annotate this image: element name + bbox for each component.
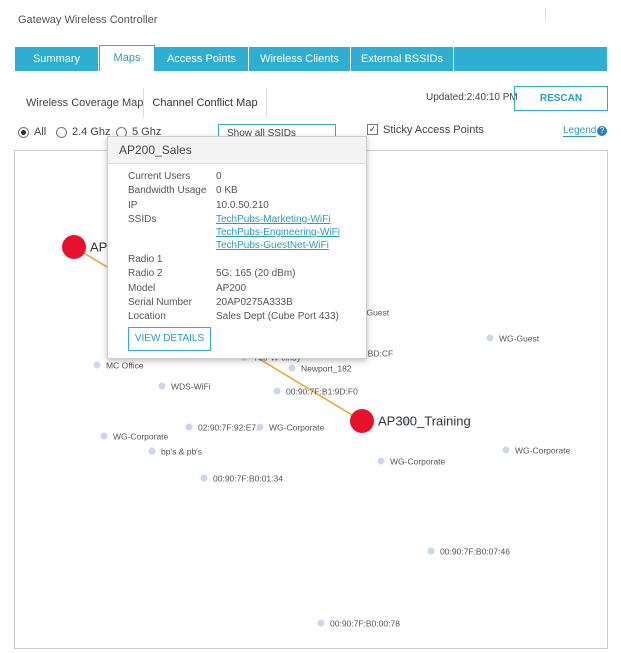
- detail-value: 0 KB: [216, 185, 238, 197]
- subtab-active[interactable]: Channel Conflict Map: [143, 88, 267, 118]
- ssid-link[interactable]: TechPubs-Marketing-WiFi: [216, 213, 331, 225]
- client-label: WG-Corporate: [113, 431, 169, 441]
- client-label: 00:90:7F:B1:9D:F0: [286, 386, 358, 396]
- tab-bar: Summary Maps Access Points Wireless Clie…: [15, 45, 607, 71]
- checkbox-label: Sticky Access Points: [383, 124, 484, 136]
- tab[interactable]: External BSSIDs: [351, 47, 454, 71]
- legend-link[interactable]: Legend: [563, 125, 597, 137]
- client-label: WG-Corporate: [515, 445, 571, 455]
- radio-label: 2.4 Ghz: [72, 126, 111, 138]
- detail-label: SSIDs: [128, 213, 157, 225]
- client-label: 00:90:7F:B0:01:34: [213, 473, 283, 483]
- detail-label: Serial Number: [128, 296, 192, 308]
- client-dot: [273, 387, 281, 395]
- client-label: WG-Corporate: [269, 422, 325, 432]
- tab-active[interactable]: Maps: [99, 45, 155, 71]
- access-point: [62, 235, 86, 259]
- tab[interactable]: Summary: [15, 47, 99, 71]
- ssid-link[interactable]: TechPubs-GuestNet-WiFi: [216, 239, 329, 251]
- help-icon[interactable]: ?: [597, 126, 607, 136]
- updated-time: Updated:2:40:10 PM: [426, 92, 518, 103]
- radio[interactable]: [56, 127, 67, 138]
- detail-label: Radio 2: [128, 268, 163, 280]
- view-details-button[interactable]: VIEW DETAILS: [128, 327, 211, 351]
- client-label: Newport_182: [301, 363, 352, 373]
- detail-label: IP: [128, 199, 138, 211]
- client-label: 00:90:7F:B0:00:78: [330, 618, 400, 628]
- checkbox-checked[interactable]: ✓: [367, 124, 378, 135]
- ap-label: AP300_Training: [378, 413, 471, 428]
- app-title: Gateway Wireless Controller: [18, 14, 158, 26]
- detail-value: 0: [216, 171, 222, 182]
- ssid-link[interactable]: TechPubs-Engineering-WiFi: [216, 226, 340, 238]
- detail-label: Current Users: [128, 171, 191, 182]
- ap-popup: AP200_Sales Current Users 0 Bandwidth Usag…: [107, 136, 367, 359]
- client-dot: [427, 547, 435, 555]
- radio-selected[interactable]: [18, 127, 29, 138]
- client-label: bp's & pb's: [161, 446, 202, 456]
- detail-label: Bandwidth Usage: [128, 185, 207, 197]
- popup-title: AP200_Sales: [108, 137, 366, 164]
- client-label: WG-Guest: [499, 333, 540, 343]
- rescan-button[interactable]: RESCAN: [514, 86, 608, 111]
- client-dot: [200, 474, 208, 482]
- detail-label: Radio 1: [128, 253, 163, 265]
- client-dot: [317, 619, 325, 627]
- detail-value: 5G: 165 (20 dBm): [216, 268, 296, 280]
- divider: [545, 8, 546, 20]
- detail-label: Model: [128, 282, 156, 294]
- detail-value: 10.0.50.210: [216, 199, 269, 211]
- subtab[interactable]: Wireless Coverage Map: [26, 97, 144, 109]
- client-dot: [402, 417, 410, 425]
- radio-label: All: [34, 126, 47, 138]
- detail-value: Sales Dept (Cube Port 433): [216, 311, 339, 323]
- tab[interactable]: Wireless Clients: [249, 47, 351, 71]
- detail-value: AP200: [216, 282, 247, 294]
- client-label: MC Office: [106, 360, 144, 370]
- client-label: WG-Guest: [349, 307, 390, 317]
- client-dot: [377, 457, 385, 465]
- client-dot: [256, 423, 264, 431]
- client-label: WG-Corporate: [390, 456, 446, 466]
- client-label: 02:90:7F:92:E7:: [198, 422, 259, 432]
- tab[interactable]: Access Points: [155, 47, 249, 71]
- client-label: WDS-WiFi: [171, 381, 211, 391]
- access-point: [350, 409, 374, 433]
- client-dot: [288, 364, 296, 372]
- client-dot: [486, 334, 494, 342]
- client-dot: [502, 446, 510, 454]
- detail-value: 20AP0275A333B: [216, 296, 293, 308]
- client-dot: [158, 382, 166, 390]
- client-label: 00:90:7F:B0:07:46: [440, 546, 510, 556]
- client-dot: [100, 432, 108, 440]
- client-dot: [148, 447, 156, 455]
- client-dot: [185, 423, 193, 431]
- radio-label: 5 Ghz: [132, 126, 162, 138]
- detail-label: Location: [128, 311, 166, 323]
- client-dot: [93, 361, 101, 369]
